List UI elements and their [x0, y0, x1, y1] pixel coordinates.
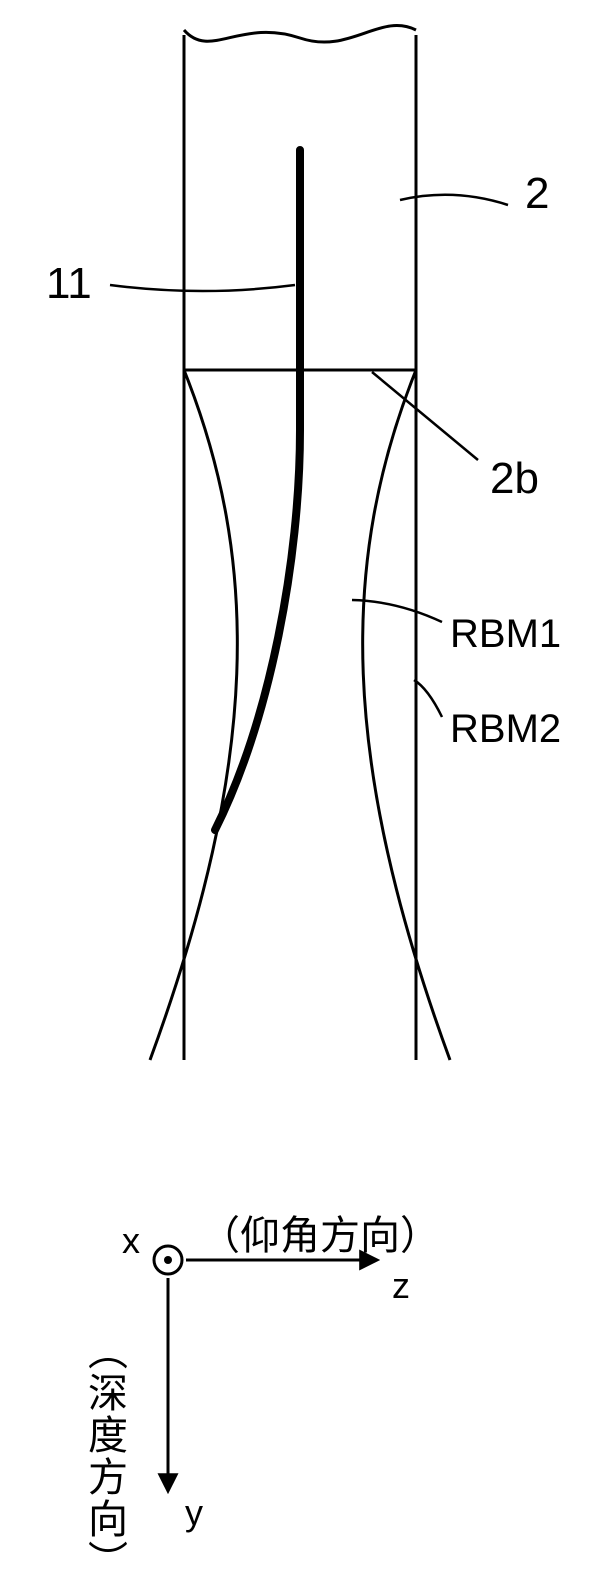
axis-label-x: x [122, 1220, 140, 1262]
label-2b: 2b [490, 454, 539, 504]
label-11: 11 [46, 259, 92, 309]
label-rbm2: RBM2 [450, 707, 561, 752]
axis-label-z-cjk: （仰角方向） [200, 1203, 440, 1261]
axis-label-y: y [185, 1492, 203, 1534]
label-2: 2 [525, 169, 549, 219]
axis-x-dot [164, 1256, 172, 1264]
axis-label-z: z [392, 1265, 410, 1307]
axis-label-y-cjk: （深度方向） [75, 1330, 133, 1582]
label-rbm1: RBM1 [450, 612, 561, 657]
